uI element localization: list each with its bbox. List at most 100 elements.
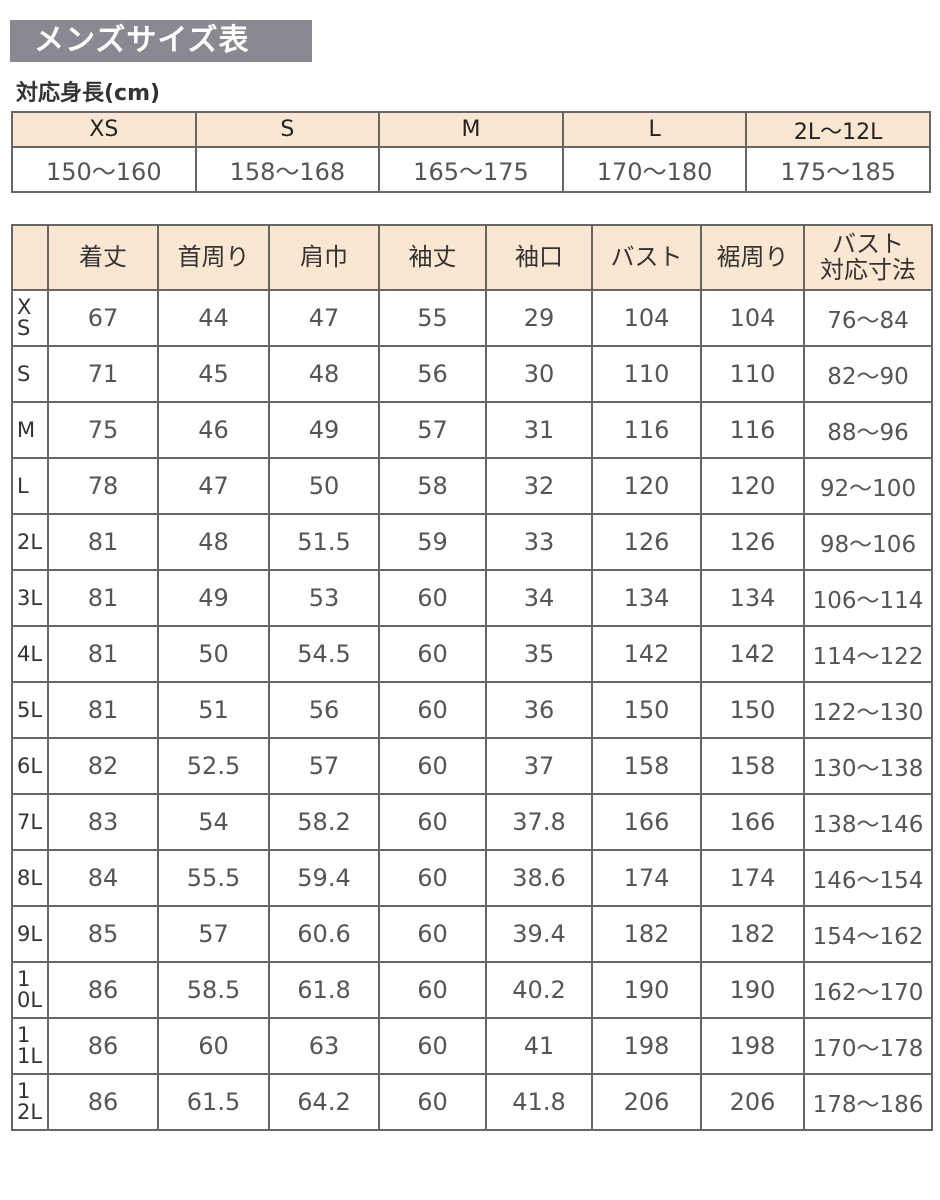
size-value-cell: 82〜90 [803,345,933,403]
size-value-cell: 182 [591,905,702,963]
size-value-cell: 47 [268,289,380,347]
size-value-cell: 56 [268,681,380,739]
table-row: 6L 82 52.5 57 60 37 158 158 130〜138 [11,737,933,795]
table-row: 8L 84 55.5 59.4 60 38.6 174 174 146〜154 [11,849,933,907]
size-value-cell: 48 [268,345,380,403]
size-value-cell: 206 [591,1073,702,1131]
size-value-cell: 174 [591,849,702,907]
table-row: 7L 83 54 58.2 60 37.8 166 166 138〜146 [11,793,933,851]
table-row: 4L 81 50 54.5 60 35 142 142 114〜122 [11,625,933,683]
size-label: 11L [11,1017,49,1075]
size-value-cell: 39.4 [485,905,593,963]
column-header: バスト [591,224,702,291]
size-value-cell: 61.5 [157,1073,270,1131]
table-row: S 71 45 48 56 30 110 110 82〜90 [11,345,933,403]
size-value-cell: 37.8 [485,793,593,851]
page-title: メンズサイズ表 [10,20,312,62]
size-value-cell: 46 [157,401,270,459]
size-value-cell: 198 [591,1017,702,1075]
table-row: 5L 81 51 56 60 36 150 150 122〜130 [11,681,933,739]
size-value-cell: 60 [378,905,487,963]
size-label: XS [11,289,49,347]
size-label: 6L [11,737,49,795]
column-header: 肩巾 [268,224,380,291]
height-table-data-row: 150〜160 158〜168 165〜175 170〜180 175〜185 [11,146,931,193]
size-value-cell: 126 [591,513,702,571]
height-range-cell: 158〜168 [194,146,381,193]
size-value-cell: 60 [378,625,487,683]
size-value-cell: 40.2 [485,961,593,1019]
size-value-cell: 86 [47,1073,159,1131]
size-value-cell: 120 [591,457,702,515]
size-table: 着丈 首周り 肩巾 袖丈 袖口 バスト 裾周り バスト 対応寸法 XS 67 44 47 55 29 104… [11,224,933,1131]
size-value-cell: 57 [268,737,380,795]
size-value-cell: 60 [378,569,487,627]
table-row: 12L 86 61.5 64.2 60 41.8 206 206 178〜186 [11,1073,933,1131]
size-value-cell: 106〜114 [803,569,933,627]
size-label: L [11,457,49,515]
height-size-header: XS [11,111,197,148]
size-value-cell: 85 [47,905,159,963]
column-header: 首周り [157,224,270,291]
size-value-cell: 60 [378,793,487,851]
size-value-cell: 29 [485,289,593,347]
size-value-cell: 60 [378,1073,487,1131]
size-value-cell: 92〜100 [803,457,933,515]
height-range-cell: 165〜175 [378,146,564,193]
size-label: M [11,401,49,459]
size-value-cell: 41.8 [485,1073,593,1131]
size-value-cell: 150 [700,681,805,739]
size-value-cell: 60.6 [268,905,380,963]
size-value-cell: 83 [47,793,159,851]
size-value-cell: 86 [47,1017,159,1075]
size-value-cell: 154〜162 [803,905,933,963]
size-value-cell: 59 [378,513,487,571]
size-value-cell: 88〜96 [803,401,933,459]
height-range-cell: 175〜185 [745,146,931,193]
height-size-header: S [194,111,381,148]
size-label: 12L [11,1073,49,1131]
size-value-cell: 34 [485,569,593,627]
size-value-cell: 31 [485,401,593,459]
size-value-cell: 158 [700,737,805,795]
size-value-cell: 60 [378,849,487,907]
height-table: XS S M L 2L〜12L 150〜160 158〜168 165〜175 170〜180… [11,111,931,193]
size-value-cell: 116 [591,401,702,459]
size-label: 5L [11,681,49,739]
size-value-cell: 41 [485,1017,593,1075]
size-value-cell: 130〜138 [803,737,933,795]
size-value-cell: 44 [157,289,270,347]
size-value-cell: 71 [47,345,159,403]
size-value-cell: 174 [700,849,805,907]
size-value-cell: 104 [591,289,702,347]
size-label: 3L [11,569,49,627]
height-range-cell: 170〜180 [561,146,748,193]
size-value-cell: 58 [378,457,487,515]
size-value-cell: 55.5 [157,849,270,907]
size-value-cell: 78 [47,457,159,515]
size-value-cell: 98〜106 [803,513,933,571]
size-label: 9L [11,905,49,963]
size-label: 7L [11,793,49,851]
size-value-cell: 60 [378,1017,487,1075]
height-size-header: 2L〜12L [745,111,931,148]
column-header: 着丈 [47,224,159,291]
size-value-cell: 198 [700,1017,805,1075]
size-value-cell: 67 [47,289,159,347]
size-value-cell: 64.2 [268,1073,380,1131]
size-value-cell: 61.8 [268,961,380,1019]
size-value-cell: 52.5 [157,737,270,795]
table-row: 2L 81 48 51.5 59 33 126 126 98〜106 [11,513,933,571]
size-value-cell: 142 [700,625,805,683]
size-corner-header [11,224,49,291]
size-value-cell: 45 [157,345,270,403]
size-value-cell: 75 [47,401,159,459]
size-value-cell: 158 [591,737,702,795]
size-value-cell: 58.5 [157,961,270,1019]
size-value-cell: 47 [157,457,270,515]
size-value-cell: 86 [47,961,159,1019]
column-header: バスト 対応寸法 [803,224,933,291]
size-label: 8L [11,849,49,907]
size-value-cell: 49 [268,401,380,459]
size-value-cell: 134 [591,569,702,627]
